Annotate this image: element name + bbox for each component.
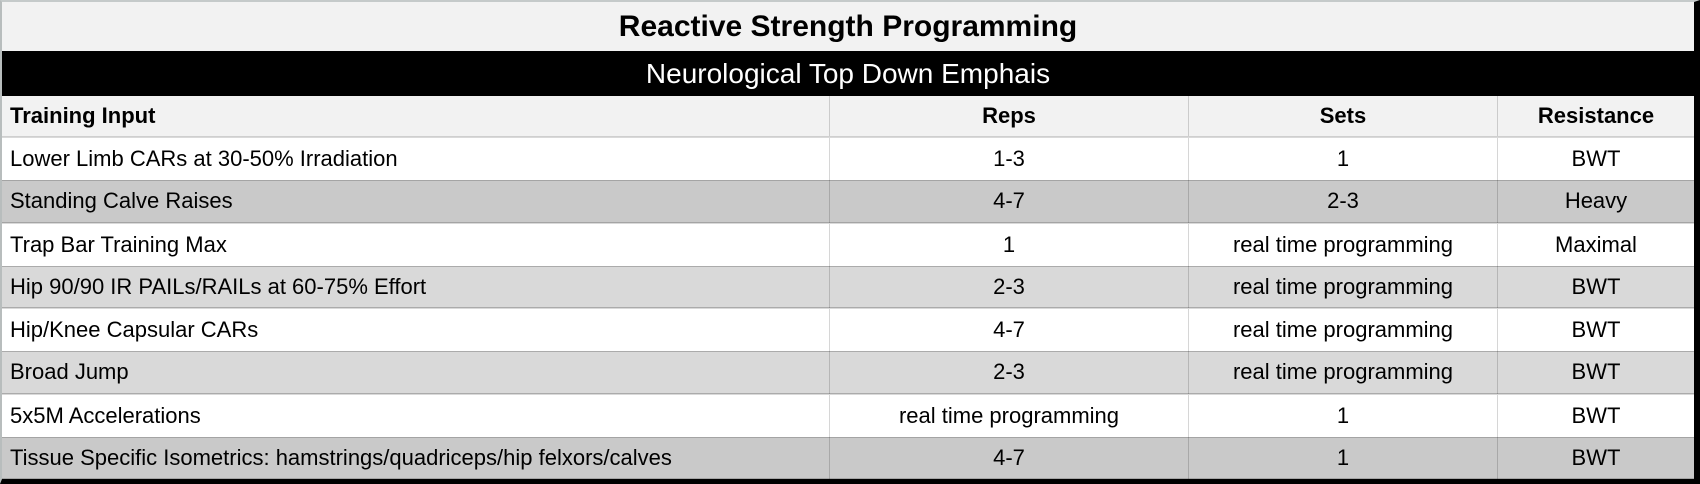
cell-training-input: Hip 90/90 IR PAILs/RAILs at 60-75% Effor…	[2, 265, 830, 308]
column-header-reps: Reps	[830, 96, 1189, 136]
cell-reps: 4-7	[830, 180, 1189, 223]
cell-training-input: Hip/Knee Capsular CARs	[2, 309, 830, 352]
cell-resistance: BWT	[1571, 317, 1621, 343]
cell-training-input: Standing Calve Raises	[2, 180, 830, 223]
cell-reps: 2-3	[830, 351, 1189, 394]
table-header-row: Training Input Reps Sets Resistance	[2, 96, 1694, 137]
cell-training-input: 5x5M Accelerations	[2, 394, 830, 437]
table-row: Hip/Knee Capsular CARs 4-7 real time progr…	[2, 308, 1694, 352]
column-header-training-input: Training Input	[2, 96, 830, 136]
cell-reps: 4-7	[830, 309, 1189, 352]
cell-resistance: BWT	[1571, 402, 1621, 428]
cell-sets: 2-3	[1189, 180, 1498, 223]
cell-resistance: Heavy	[1564, 188, 1628, 214]
cell-sets: real time programming	[1189, 351, 1498, 394]
cell-training-input: Trap Bar Training Max	[2, 223, 830, 266]
cell-sets: real time programming	[1189, 223, 1498, 266]
cell-sets: real time programming	[1189, 309, 1498, 352]
table-row: Standing Calve Raises 4-7 2-3 Heavy	[2, 180, 1694, 223]
cell-resistance: BWT	[1571, 444, 1621, 470]
table-row: Hip 90/90 IR PAILs/RAILs at 60-75% Effor…	[2, 265, 1694, 308]
cell-reps: 1	[830, 223, 1189, 266]
cell-reps: 2-3	[830, 265, 1189, 308]
emphasis-banner: Neurological Top Down Emphais	[2, 51, 1694, 96]
table-row: Broad Jump 2-3 real time programming BWT	[2, 351, 1694, 394]
cell-reps: 1-3	[830, 138, 1189, 181]
cell-resistance: BWT	[1571, 146, 1621, 172]
cell-resistance: Maximal	[1555, 231, 1637, 257]
column-header-sets: Sets	[1189, 96, 1498, 136]
table-row: Lower Limb CARs at 30-50% Irradiation 1-3…	[2, 137, 1694, 181]
cell-training-input: Tissue Specific Isometrics: hamstrings/q…	[2, 436, 830, 479]
cell-resistance: BWT	[1571, 359, 1621, 385]
cell-training-input: Lower Limb CARs at 30-50% Irradiation	[2, 138, 830, 181]
table-body: Lower Limb CARs at 30-50% Irradiation 1-3…	[2, 137, 1694, 479]
cell-sets: real time programming	[1189, 265, 1498, 308]
cell-training-input: Broad Jump	[2, 351, 830, 394]
cell-resistance: BWT	[1571, 273, 1621, 299]
cell-sets: 1	[1189, 436, 1498, 479]
cell-reps: 4-7	[830, 436, 1189, 479]
cell-sets: 1	[1189, 138, 1498, 181]
table-row: 5x5M Accelerations real time programming 1…	[2, 393, 1694, 437]
cell-reps: real time programming	[830, 394, 1189, 437]
table-row: Trap Bar Training Max 1 real time programm…	[2, 222, 1694, 266]
table-row: Tissue Specific Isometrics: hamstrings/q…	[2, 436, 1694, 479]
column-header-resistance: Resistance	[1537, 103, 1655, 128]
page-title: Reactive Strength Programming	[2, 2, 1694, 51]
cell-sets: 1	[1189, 394, 1498, 437]
